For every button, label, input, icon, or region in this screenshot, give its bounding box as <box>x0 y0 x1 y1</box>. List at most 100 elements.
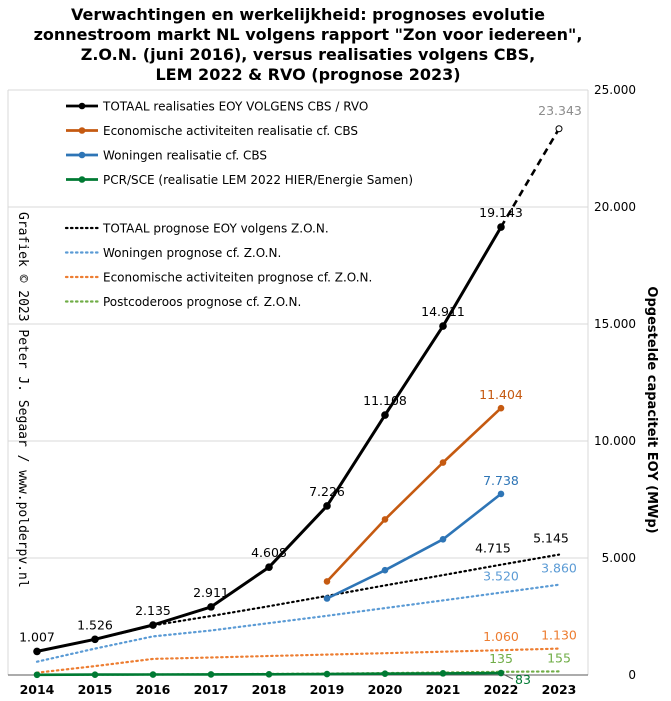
series-marker <box>439 670 447 677</box>
series-marker <box>439 459 447 466</box>
x-tick-label: 2014 <box>20 682 55 697</box>
series-marker <box>265 670 273 678</box>
data-label: 14.911 <box>421 304 465 319</box>
series-marker <box>497 490 505 498</box>
gridlines <box>7 89 589 675</box>
data-label: 155 <box>547 650 571 665</box>
data-label: 1.526 <box>77 617 113 632</box>
series-marker <box>323 670 331 678</box>
chart-title: Verwachtingen en werkelijkheid: prognose… <box>34 5 583 84</box>
legend-label: Woningen realisatie cf. CBS <box>103 149 267 163</box>
legend-label: Economische activiteiten realisatie cf. … <box>103 124 358 138</box>
legend-marker <box>78 176 86 183</box>
series-line <box>35 647 561 674</box>
data-label: 2.911 <box>193 585 229 600</box>
x-tick-label: 2015 <box>78 682 113 697</box>
legend-label: PCR/SCE (realisatie LEM 2022 HIER/Energi… <box>103 173 413 187</box>
legend-entry: TOTAAL realisaties EOY VOLGENS CBS / RVO <box>66 100 368 114</box>
legend-entry: Postcoderoos prognose cf. Z.O.N. <box>64 295 301 309</box>
data-label: 11.108 <box>363 393 407 408</box>
series-marker <box>91 635 99 644</box>
y-axis-title: Opgestelde capaciteit EOY (MWp) <box>644 286 659 533</box>
legend-entry: Economische activiteiten prognose cf. Z.… <box>64 271 372 285</box>
series-marker <box>207 603 215 611</box>
legend-label: Woningen prognose cf. Z.O.N. <box>103 246 281 260</box>
data-label: 7.226 <box>309 484 345 499</box>
data-label: 1.007 <box>19 629 55 644</box>
data-label: 135 <box>489 651 513 666</box>
series-marker <box>149 621 157 629</box>
series-line <box>35 583 561 663</box>
series-marker <box>33 647 41 656</box>
y-tick-label: 20.000 <box>594 200 636 214</box>
data-label: 19.143 <box>479 205 523 220</box>
x-tick-label: 2022 <box>484 682 519 697</box>
data-label: 2.135 <box>135 603 171 618</box>
title-line-4: LEM 2022 & RVO (prognose 2023) <box>155 65 460 84</box>
data-label: 3.520 <box>483 569 519 584</box>
series-marker <box>439 322 447 330</box>
axes: 0 5.000 10.000 15.000 20.000 25.000 2014 2015 20… <box>8 83 636 697</box>
data-label: 11.404 <box>479 387 523 402</box>
series-marker <box>381 411 389 419</box>
series-marker <box>381 516 389 523</box>
leader-line-pcr <box>502 673 514 680</box>
data-label: 1.130 <box>541 628 577 643</box>
series-marker <box>149 671 157 678</box>
title-line-3: Z.O.N. (juni 2016), versus realisaties v… <box>81 45 536 64</box>
data-label: 3.860 <box>541 561 577 576</box>
legend-label: TOTAAL prognose EOY volgens Z.O.N. <box>102 222 329 236</box>
series-marker <box>381 566 389 574</box>
series-marker <box>497 404 505 412</box>
legend-marker <box>78 102 86 110</box>
series-marker <box>323 502 331 510</box>
series-marker <box>91 671 99 678</box>
y-tick-label: 5.000 <box>602 551 636 565</box>
x-tick-label: 2016 <box>136 682 171 697</box>
series-marker <box>323 578 331 585</box>
legend-entry: Woningen realisatie cf. CBS <box>66 149 267 163</box>
y-tick-label: 10.000 <box>594 434 636 448</box>
series-marker <box>33 671 41 679</box>
x-tick-label: 2019 <box>310 682 345 697</box>
series-line <box>326 407 502 583</box>
legend-entry: Economische activiteiten realisatie cf. … <box>66 124 358 138</box>
data-labels: 23.343 1.007 1.526 2.135 2.911 4.608 7.226 11.1… <box>19 103 582 687</box>
data-label: 1.060 <box>483 629 519 644</box>
series-marker <box>265 563 273 571</box>
series-line <box>326 492 502 600</box>
series-marker <box>381 670 389 678</box>
title-line-2: zonnestroom markt NL volgens rapport "Zo… <box>34 25 583 44</box>
data-label: 5.145 <box>533 531 569 546</box>
x-tick-label: 2021 <box>426 682 461 697</box>
y-tick-label: 25.000 <box>594 83 636 97</box>
series-marker <box>497 669 505 677</box>
prognosis-marker <box>555 125 563 133</box>
series-marker <box>207 671 215 678</box>
legend-entry: PCR/SCE (realisatie LEM 2022 HIER/Energi… <box>66 173 413 187</box>
title-line-1: Verwachtingen en werkelijkheid: prognose… <box>71 5 545 24</box>
legend-marker <box>78 151 86 159</box>
legend-label: Postcoderoos prognose cf. Z.O.N. <box>103 295 301 309</box>
x-tick-label: 2023 <box>542 682 577 697</box>
legend-marker <box>78 127 86 134</box>
legend-entry: Woningen prognose cf. Z.O.N. <box>64 246 281 260</box>
series-lines <box>33 125 563 679</box>
legend-label: TOTAAL realisaties EOY VOLGENS CBS / RVO <box>102 100 368 114</box>
data-label: 83 <box>515 672 531 687</box>
x-tick-label: 2020 <box>368 682 403 697</box>
data-label-prognosis-2023: 23.343 <box>538 103 582 118</box>
data-label: 7.738 <box>483 473 519 488</box>
x-tick-label: 2018 <box>252 682 287 697</box>
series-marker <box>439 535 447 543</box>
y-tick-label: 0 <box>628 668 636 682</box>
x-tick-label: 2017 <box>194 682 229 697</box>
data-label: 4.715 <box>475 541 511 556</box>
credit-text: Grafiek © 2023 Peter J. Segaar / www.pol… <box>15 212 30 588</box>
legend-label: Economische activiteiten prognose cf. Z.… <box>103 271 372 285</box>
data-label: 4.608 <box>251 545 287 560</box>
y-tick-label: 15.000 <box>594 317 636 331</box>
legend-entry: TOTAAL prognose EOY volgens Z.O.N. <box>64 222 329 236</box>
